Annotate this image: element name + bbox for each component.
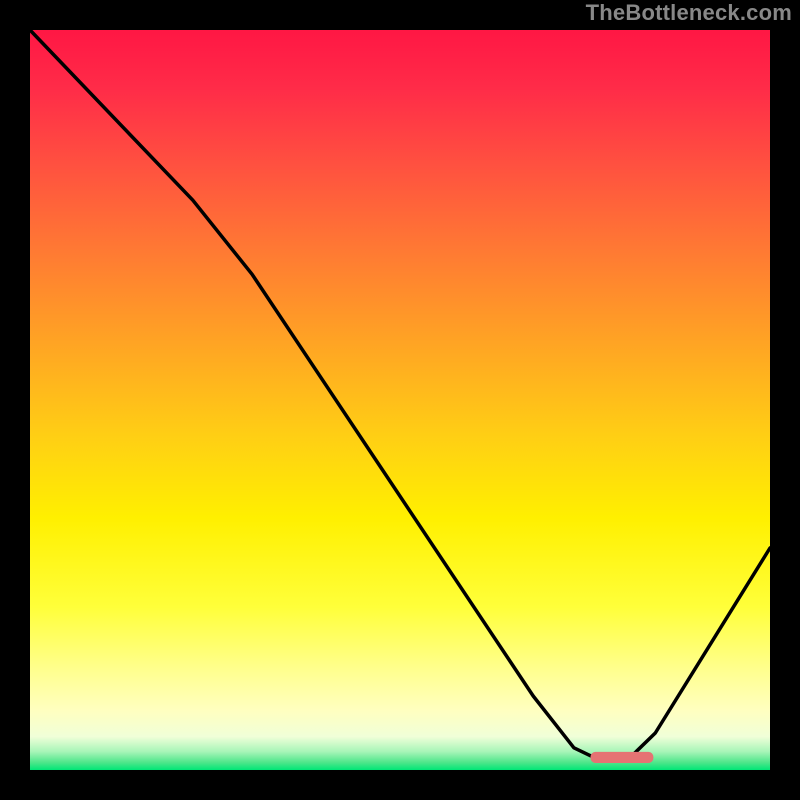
gradient-panel: [30, 30, 770, 770]
gradient-line-chart: [0, 0, 800, 800]
chart-container: TheBottleneck.com: [0, 0, 800, 800]
watermark-text: TheBottleneck.com: [586, 0, 792, 26]
optimal-range-indicator: [591, 752, 654, 763]
